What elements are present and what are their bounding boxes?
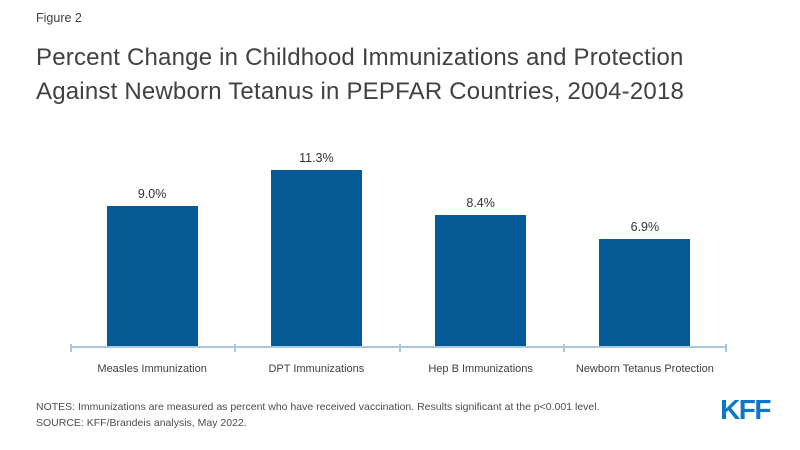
plot-area: 9.0% 11.3% 8.4% 6.9% (70, 150, 727, 352)
category-label: DPT Immunizations (268, 363, 365, 375)
notes-block: NOTES: Immunizations are measured as per… (36, 400, 600, 431)
category-label: Hep B Immunizations (428, 363, 533, 375)
kff-logo: KFF (720, 394, 771, 425)
bar (599, 239, 691, 346)
bar-value-label: 11.3% (299, 151, 334, 165)
category-label: Newborn Tetanus Protection (575, 363, 714, 375)
bar (435, 215, 527, 346)
notes-line: NOTES: Immunizations are measured as per… (36, 401, 600, 413)
bar-group: 6.9% (563, 150, 727, 346)
x-axis-tick (562, 344, 565, 352)
x-axis-line (70, 344, 727, 352)
source-line: SOURCE: KFF/Brandeis analysis, May 2022. (36, 416, 247, 429)
x-axis-tick (234, 344, 237, 352)
x-axis-category-labels: Measles Immunization DPT Immunizations Hep… (70, 363, 727, 375)
bar-value-label: 8.4% (466, 196, 495, 210)
bar (106, 206, 198, 346)
x-axis-tick (725, 344, 727, 352)
bar-chart: 9.0% 11.3% 8.4% 6.9% Measles Immunization DP… (70, 150, 727, 375)
bar-value-label: 9.0% (137, 187, 167, 201)
chart-title: Percent Change in Childhood Immunization… (36, 44, 685, 105)
bar-group: 9.0% (70, 150, 234, 346)
bar (270, 170, 362, 346)
bar-value-label: 6.9% (630, 220, 660, 234)
category-label: Measles Immunization (97, 363, 207, 375)
x-axis-tick (70, 344, 72, 352)
figure-number-label: Figure 2 (36, 11, 82, 25)
x-axis-tick (398, 344, 401, 352)
bar-group: 11.3% (234, 150, 398, 346)
bar-group: 8.4% (399, 150, 563, 346)
